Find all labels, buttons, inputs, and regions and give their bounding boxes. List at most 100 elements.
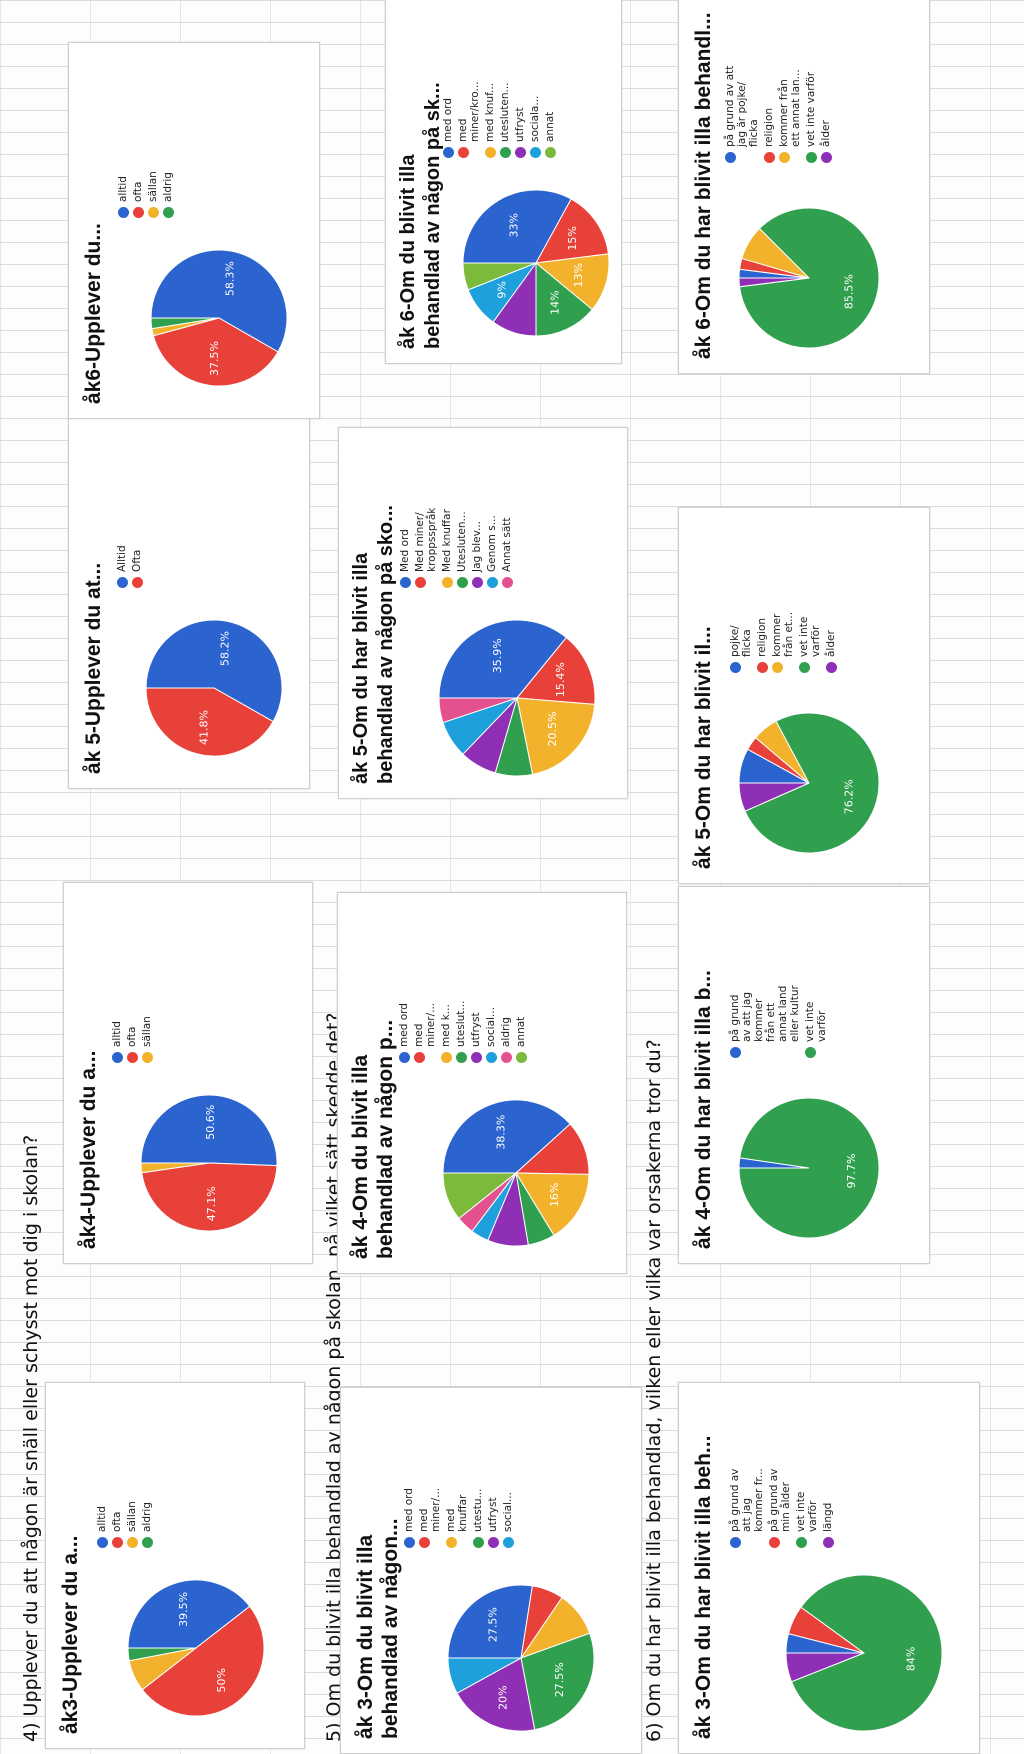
pie-slice [462,189,572,264]
legend-swatch [457,577,468,588]
chart-legend: Med ord Med miner/ kroppsspråk Med knuffar… [399,508,516,588]
slice-label: 97.7% [845,1154,858,1189]
legend-item: med knuffar [445,1488,469,1548]
legend-label: utfryst [514,107,526,142]
legend-swatch [757,662,768,673]
legend-swatch [443,147,454,158]
chart-card: åk 3-Om du blivit illa behandlad av någo… [340,1387,642,1754]
pie-chart: 85.5% [738,207,880,349]
legend-swatch [516,1052,527,1063]
legend-swatch [730,662,741,673]
legend-label: sociala... [529,95,541,142]
legend-label: längd [822,1502,834,1532]
legend-swatch [501,1052,512,1063]
legend-swatch [400,577,411,588]
chart-card: åk4-Upplever du a... 50.6% 47.1% alltid ofta… [63,882,313,1264]
legend-label: utfryst [487,1497,499,1532]
chart-legend: med ord med miner/kro... med knuf... uteslu… [442,81,559,158]
pie-slice [145,619,283,723]
slice-label: 16% [548,1183,561,1207]
legend-item: annat [515,1001,527,1063]
legend-item: Ofta [131,545,143,588]
pie-chart: 50.6% 47.1% [140,1094,278,1232]
chart-card: åk 6-Om du har blivit illa behandl... 85.… [678,0,930,374]
legend-label: social... [502,1492,514,1532]
legend-label: alltid [96,1506,108,1532]
legend-label: alltid [111,1021,123,1047]
legend-label: med knuffar [445,1494,469,1532]
slice-label: 20.5% [546,712,559,747]
pie-slice [535,261,593,337]
legend-item: utesluten... [499,81,511,158]
legend-item: Genom s... [486,508,498,588]
legend-item: kommer från et... [771,612,795,673]
chart-card: åk 5-Om du har blivit illa behandlad av … [338,427,628,799]
chart-card: åk 3-Om du har blivit illa beh... 84% på g… [678,1382,980,1754]
legend-item: religion [756,612,768,673]
slice-label: 41.8% [198,710,211,745]
pie-slice [738,782,810,812]
legend-item: Annat sätt [501,508,513,588]
pie-slice [535,198,609,264]
legend-label: ofta [132,181,144,203]
legend-swatch [503,1537,514,1548]
slice-label: 15% [566,226,579,250]
slice-label: 9% [495,281,508,298]
pie-slice [141,1162,278,1232]
pie-slice [150,249,288,353]
slice-label: 14% [549,290,562,314]
legend-item: längd [822,1468,834,1548]
legend-swatch [163,207,174,218]
legend-label: pojke/ flicka [729,625,753,657]
legend-swatch [404,1537,415,1548]
legend-label: aldrig [141,1502,153,1532]
legend-item: på grund av att jag kommer från ett anna… [729,985,801,1058]
legend-swatch [132,577,143,588]
legend-swatch [148,207,159,218]
pie-chart: 35.9% 15.4% 20.5% [438,619,596,777]
slice-label: 39.5% [177,1592,190,1627]
pie-chart: 58.3% 37.5% [150,249,288,387]
slice-label: 27.5% [553,1662,566,1697]
legend-item: utfryst [487,1488,499,1548]
legend-swatch [805,1047,816,1058]
legend-item: på grund av att jag kommer fr... [729,1468,765,1548]
legend-item: alltid [96,1501,108,1548]
legend-label: med miner/... [413,1002,437,1047]
legend-swatch [764,152,775,163]
slice-label: 38.3% [494,1115,507,1150]
chart-legend: alltid ofta sällan aldrig [96,1501,156,1548]
legend-label: alltid [117,176,129,202]
pie-slice [744,712,880,854]
pie-slice [447,1657,522,1694]
legend-item: ofta [132,171,144,218]
legend-label: Jag blev... [471,521,483,572]
chart-legend: alltid ofta sällan [111,1016,156,1063]
slice-label: 85.5% [843,274,856,309]
legend-item: Jag blev... [471,508,483,588]
legend-swatch [446,1537,457,1548]
legend-swatch [487,577,498,588]
legend-label: annat [544,111,556,142]
legend-item: Med ord [399,508,411,588]
legend-item: social... [502,1488,514,1548]
chart-card: åk3-Upplever du a... 39.5% 50% alltid ofta sä… [45,1382,305,1749]
legend-item: Med miner/ kroppsspråk [414,508,438,588]
slice-label: 47.1% [205,1186,218,1221]
pie-slice [534,253,610,311]
pie-slice [438,619,568,699]
legend-swatch [142,1052,153,1063]
legend-swatch [112,1537,123,1548]
legend-item: sällan [141,1016,153,1063]
legend-item: på grund av att jag är pojke/ flicka [724,66,760,163]
chart-legend: på grund av att jag kommer fr... på grund… [729,1468,837,1548]
legend-label: utesluten... [499,82,511,142]
legend-swatch [485,147,496,158]
pie-chart: 58.2% 41.8% [145,619,283,757]
legend-item: med ord [403,1488,415,1548]
pie-slice [145,687,274,757]
legend-swatch [142,1537,153,1548]
pie-chart: 33% 15% 13% 14% 9% [462,189,610,337]
chart-legend: pojke/ flicka religion kommer från et... ve… [729,612,840,673]
